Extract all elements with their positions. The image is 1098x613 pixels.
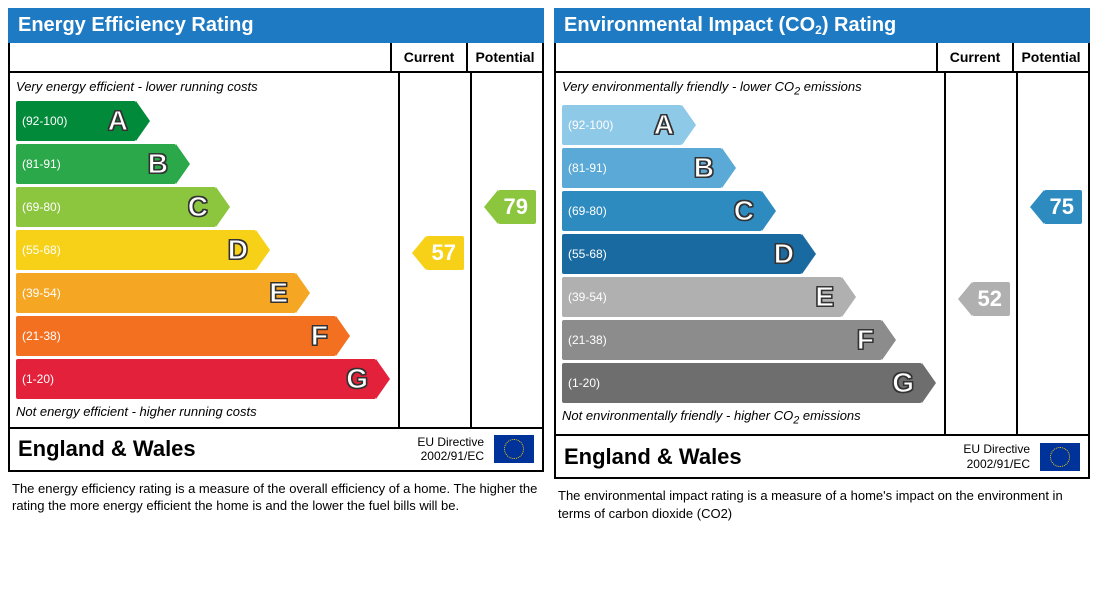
region-label: England & Wales bbox=[564, 444, 953, 470]
rating-band-b: (81-91) B bbox=[562, 148, 722, 188]
current-value: 52 bbox=[978, 286, 1002, 312]
band-letter: C bbox=[188, 191, 208, 223]
band-range: (69-80) bbox=[16, 200, 61, 214]
bands-column: Very energy efficient - lower running co… bbox=[10, 73, 400, 427]
band-range: (92-100) bbox=[16, 114, 67, 128]
band-range: (55-68) bbox=[562, 247, 607, 261]
rating-band-a: (92-100) A bbox=[16, 101, 136, 141]
region-label: England & Wales bbox=[18, 436, 407, 462]
band-range: (55-68) bbox=[16, 243, 61, 257]
potential-column: 75 bbox=[1018, 73, 1088, 434]
potential-value: 75 bbox=[1050, 194, 1074, 220]
rating-panel: Environmental Impact (CO2) RatingCurrent… bbox=[554, 8, 1090, 522]
body-row: Very energy efficient - lower running co… bbox=[10, 73, 542, 427]
caption-bottom: Not energy efficient - higher running co… bbox=[10, 402, 398, 423]
directive-label: EU Directive2002/91/EC bbox=[417, 435, 484, 464]
header-potential: Potential bbox=[468, 43, 542, 71]
caption-bottom: Not environmentally friendly - higher CO… bbox=[556, 406, 944, 431]
panel-title: Environmental Impact (CO2) Rating bbox=[554, 8, 1090, 43]
current-marker: 57 bbox=[426, 236, 464, 270]
band-range: (39-54) bbox=[16, 286, 61, 300]
band-range: (1-20) bbox=[16, 372, 54, 386]
header-row: CurrentPotential bbox=[556, 43, 1088, 73]
band-letter: D bbox=[774, 238, 794, 270]
panel-title: Energy Efficiency Rating bbox=[8, 8, 544, 43]
current-value: 57 bbox=[432, 240, 456, 266]
header-potential: Potential bbox=[1014, 43, 1088, 71]
current-column: 57 bbox=[400, 73, 472, 427]
rating-band-d: (55-68) D bbox=[562, 234, 802, 274]
rating-band-c: (69-80) C bbox=[16, 187, 216, 227]
panel-description: The energy efficiency rating is a measur… bbox=[8, 472, 544, 515]
band-range: (92-100) bbox=[562, 118, 613, 132]
caption-top: Very environmentally friendly - lower CO… bbox=[556, 77, 944, 102]
current-column: 52 bbox=[946, 73, 1018, 434]
band-letter: F bbox=[311, 320, 328, 352]
footer-row: England & Wales EU Directive2002/91/EC bbox=[10, 427, 542, 470]
band-range: (21-38) bbox=[562, 333, 607, 347]
potential-value: 79 bbox=[504, 194, 528, 220]
band-letter: B bbox=[148, 148, 168, 180]
band-letter: E bbox=[269, 277, 288, 309]
band-letter: E bbox=[815, 281, 834, 313]
band-letter: A bbox=[108, 105, 128, 137]
rating-band-c: (69-80) C bbox=[562, 191, 762, 231]
rating-band-e: (39-54) E bbox=[16, 273, 296, 313]
band-letter: G bbox=[892, 367, 914, 399]
rating-band-f: (21-38) F bbox=[16, 316, 336, 356]
rating-band-e: (39-54) E bbox=[562, 277, 842, 317]
rating-band-f: (21-38) F bbox=[562, 320, 882, 360]
rating-band-g: (1-20) G bbox=[562, 363, 922, 403]
directive-label: EU Directive2002/91/EC bbox=[963, 442, 1030, 471]
band-letter: A bbox=[654, 109, 674, 141]
potential-marker: 79 bbox=[498, 190, 536, 224]
band-range: (81-91) bbox=[16, 157, 61, 171]
chart-box: CurrentPotential Very environmentally fri… bbox=[554, 43, 1090, 479]
band-letter: F bbox=[857, 324, 874, 356]
current-marker: 52 bbox=[972, 282, 1010, 316]
potential-column: 79 bbox=[472, 73, 542, 427]
eu-flag-icon bbox=[494, 435, 534, 463]
band-letter: C bbox=[734, 195, 754, 227]
chart-box: CurrentPotential Very energy efficient - … bbox=[8, 43, 544, 472]
caption-top: Very energy efficient - lower running co… bbox=[10, 77, 398, 98]
band-range: (69-80) bbox=[562, 204, 607, 218]
eu-flag-icon bbox=[1040, 443, 1080, 471]
band-range: (39-54) bbox=[562, 290, 607, 304]
body-row: Very environmentally friendly - lower CO… bbox=[556, 73, 1088, 434]
panel-description: The environmental impact rating is a mea… bbox=[554, 479, 1090, 522]
header-current: Current bbox=[392, 43, 468, 71]
rating-band-b: (81-91) B bbox=[16, 144, 176, 184]
header-current: Current bbox=[938, 43, 1014, 71]
header-row: CurrentPotential bbox=[10, 43, 542, 73]
band-range: (81-91) bbox=[562, 161, 607, 175]
bands-column: Very environmentally friendly - lower CO… bbox=[556, 73, 946, 434]
rating-band-g: (1-20) G bbox=[16, 359, 376, 399]
band-letter: G bbox=[346, 363, 368, 395]
rating-band-a: (92-100) A bbox=[562, 105, 682, 145]
rating-panel: Energy Efficiency RatingCurrentPotential… bbox=[8, 8, 544, 522]
footer-row: England & Wales EU Directive2002/91/EC bbox=[556, 434, 1088, 477]
band-letter: B bbox=[694, 152, 714, 184]
band-range: (21-38) bbox=[16, 329, 61, 343]
potential-marker: 75 bbox=[1044, 190, 1082, 224]
band-range: (1-20) bbox=[562, 376, 600, 390]
band-letter: D bbox=[228, 234, 248, 266]
rating-band-d: (55-68) D bbox=[16, 230, 256, 270]
